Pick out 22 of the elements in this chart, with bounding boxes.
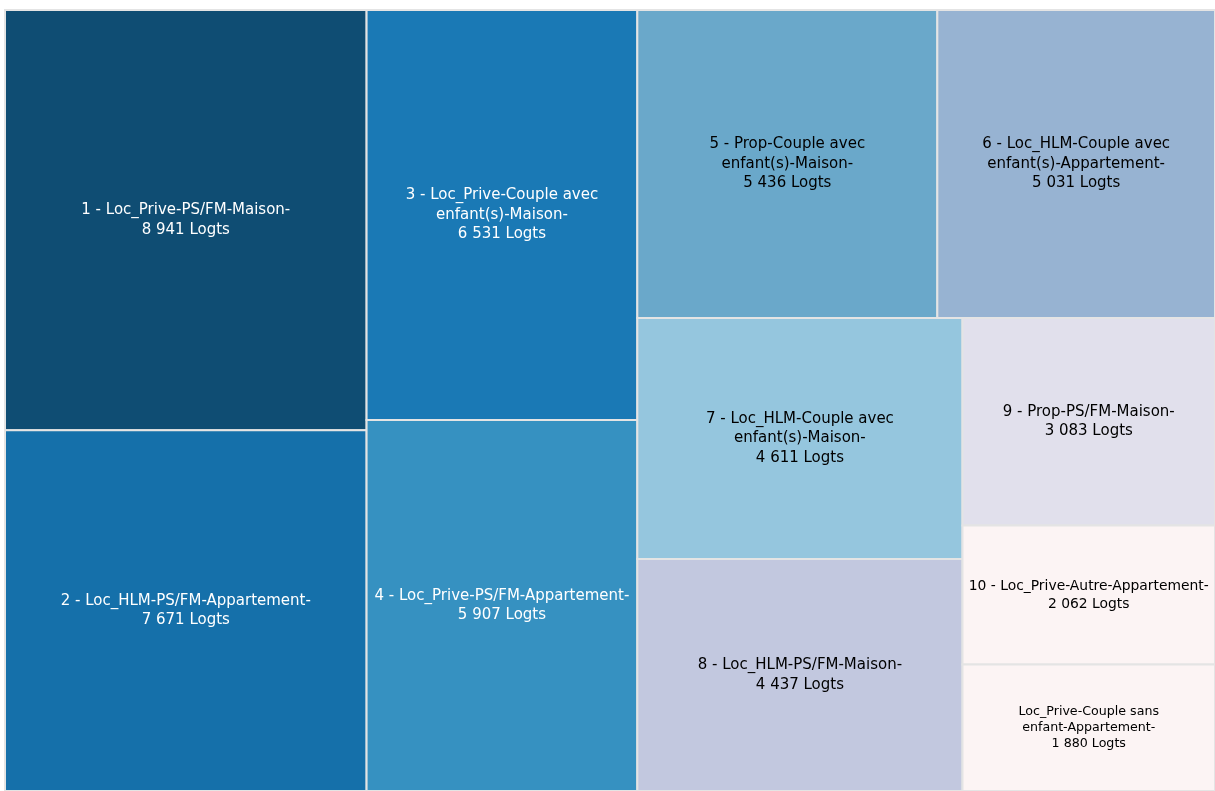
data-label: 6 531 Logts <box>457 224 547 243</box>
category-label: Loc_Prive-Couple sans enfant-Appartement- <box>1018 702 1160 734</box>
data-label: 8 941 Logts <box>141 219 231 238</box>
data-label: 5 031 Logts <box>1032 173 1121 192</box>
data-label: 4 437 Logts <box>755 674 845 693</box>
data-label: 3 083 Logts <box>1044 421 1134 440</box>
data-label: 1 880 Logts <box>1051 735 1126 751</box>
category-label: 3 - Loc_Prive-Couple avec enfant(s)-Maison- <box>405 185 599 223</box>
data-label: 4 611 Logts <box>755 447 845 466</box>
category-label: 5 - Prop-Couple avec enfant(s)-Maison- <box>709 134 866 172</box>
category-label: 2 - Loc_HLM-PS/FM-Appartement- <box>60 590 311 610</box>
category-label: 7 - Loc_HLM-Couple avec enfant(s)-Maison- <box>705 408 894 447</box>
data-label: 5 907 Logts <box>457 605 547 624</box>
category-label: 9 - Prop-PS/FM-Maison- <box>1002 401 1175 420</box>
data-label: 7 671 Logts <box>141 610 231 629</box>
category-label: 8 - Loc_HLM-PS/FM-Maison- <box>697 655 903 675</box>
category-label: 10 - Loc_Prive-Autre-Appartement- <box>968 576 1209 593</box>
category-label: 6 - Loc_HLM-Couple avec enfant(s)-Appartement- <box>982 134 1171 172</box>
category-label: 4 - Loc_Prive-PS/FM-Appartement- <box>374 585 630 605</box>
data-label: 5 436 Logts <box>743 173 832 192</box>
data-label: 2 062 Logts <box>1047 594 1130 611</box>
category-label: 1 - Loc_Prive-PS/FM-Maison- <box>81 200 291 220</box>
